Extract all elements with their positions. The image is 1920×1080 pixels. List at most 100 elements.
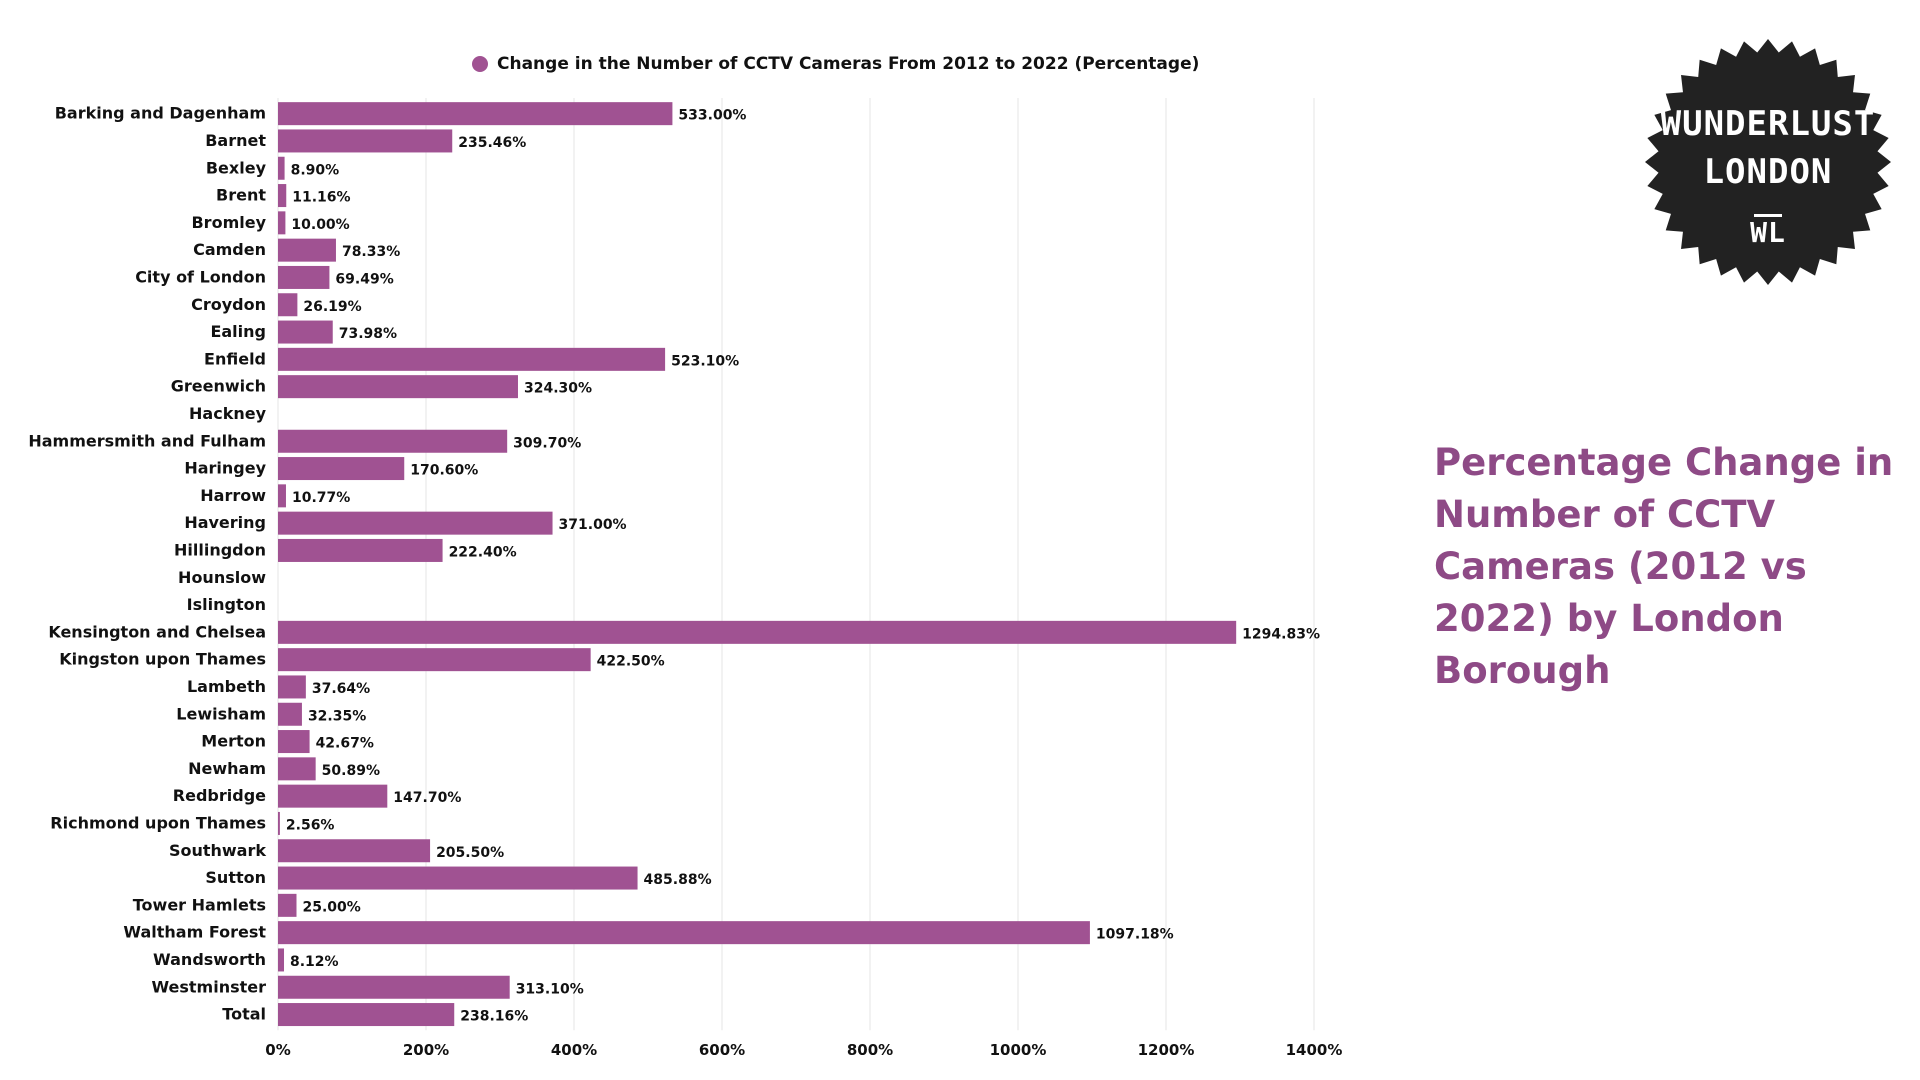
category-label: Hillingdon xyxy=(174,540,266,559)
data-label: 10.77% xyxy=(292,490,350,506)
category-label: Hammersmith and Fulham xyxy=(28,431,266,450)
bar xyxy=(278,293,298,317)
data-label: 73.98% xyxy=(339,326,397,342)
data-label: 37.64% xyxy=(312,681,370,697)
data-label: 222.40% xyxy=(449,544,517,560)
data-label: 8.12% xyxy=(290,954,339,970)
bar xyxy=(278,347,666,371)
bar xyxy=(278,730,310,754)
data-label: 11.16% xyxy=(292,190,350,206)
bar xyxy=(278,511,553,535)
bar xyxy=(278,757,316,781)
category-label: Kensington and Chelsea xyxy=(48,622,266,641)
category-label: Waltham Forest xyxy=(123,923,266,942)
data-label: 523.10% xyxy=(671,353,739,369)
category-label: Wandsworth xyxy=(153,950,266,969)
bar xyxy=(278,648,591,672)
x-tick-label: 600% xyxy=(699,1041,745,1059)
data-label: 309.70% xyxy=(513,435,581,451)
category-label: Lambeth xyxy=(187,677,266,696)
chart-legend: Change in the Number of CCTV Cameras Fro… xyxy=(472,54,1199,74)
data-label: 78.33% xyxy=(342,244,400,260)
bar xyxy=(278,675,306,699)
logo-rule xyxy=(1754,214,1782,217)
data-label: 485.88% xyxy=(644,872,712,888)
data-label: 371.00% xyxy=(559,517,627,533)
data-label: 26.19% xyxy=(303,299,361,315)
x-tick-label: 400% xyxy=(551,1041,597,1059)
category-label: Hackney xyxy=(189,404,267,423)
legend-label: Change in the Number of CCTV Cameras Fro… xyxy=(497,54,1200,74)
data-label: 32.35% xyxy=(308,708,366,724)
category-label: Hounslow xyxy=(178,568,266,587)
category-label: Westminster xyxy=(151,977,266,996)
bar xyxy=(278,102,673,126)
category-label: Sutton xyxy=(205,868,266,887)
x-tick-label: 200% xyxy=(403,1041,449,1059)
data-label: 10.00% xyxy=(291,217,349,233)
category-label: Merton xyxy=(201,732,266,751)
bar xyxy=(278,620,1237,644)
bar xyxy=(278,811,280,835)
category-label: Bromley xyxy=(191,213,266,232)
bar xyxy=(278,429,508,453)
bar xyxy=(278,484,286,508)
category-label: Islington xyxy=(187,595,266,614)
category-label: Brent xyxy=(216,186,266,205)
category-label: City of London xyxy=(135,267,266,286)
bar xyxy=(278,784,388,808)
logo-line-1: WUNDERLUST xyxy=(1660,104,1876,144)
bar xyxy=(278,211,286,235)
badge-shape xyxy=(1645,39,1891,285)
category-label: Southwark xyxy=(169,841,266,860)
bar xyxy=(278,184,287,208)
x-tick-label: 0% xyxy=(265,1041,290,1059)
category-label: Total xyxy=(222,1005,266,1024)
category-label: Newham xyxy=(188,759,266,778)
bar xyxy=(278,975,510,999)
bar xyxy=(278,265,330,289)
data-label: 533.00% xyxy=(678,108,746,124)
bar xyxy=(278,538,443,562)
x-tick-label: 1200% xyxy=(1138,1041,1195,1059)
data-label: 25.00% xyxy=(303,899,361,915)
bar xyxy=(278,375,518,399)
bar xyxy=(278,893,297,917)
data-label: 69.49% xyxy=(335,271,393,287)
bar xyxy=(278,156,285,180)
data-label: 170.60% xyxy=(410,463,478,479)
bar xyxy=(278,457,405,481)
bar xyxy=(278,1003,455,1027)
bar xyxy=(278,948,285,972)
data-label: 324.30% xyxy=(524,381,592,397)
category-label: Bexley xyxy=(206,158,267,177)
bar xyxy=(278,921,1090,945)
category-label: Barking and Dagenham xyxy=(55,104,266,123)
data-label: 1294.83% xyxy=(1242,626,1320,642)
category-label: Havering xyxy=(184,513,266,532)
x-tick-label: 1000% xyxy=(990,1041,1047,1059)
category-label: Lewisham xyxy=(176,704,266,723)
category-label: Kingston upon Thames xyxy=(59,650,266,669)
category-label: Croydon xyxy=(191,295,266,314)
badge-seal-icon xyxy=(1645,39,1891,285)
bar xyxy=(278,238,336,262)
bar xyxy=(278,129,453,153)
page-title: Percentage Change in Number of CCTV Came… xyxy=(1434,441,1894,692)
logo-line-2: LONDON xyxy=(1703,152,1833,192)
brand-logo: WUNDERLUST LONDON WL xyxy=(1644,38,1892,290)
bar xyxy=(278,702,302,726)
data-label: 2.56% xyxy=(286,817,335,833)
data-label: 205.50% xyxy=(436,845,504,861)
data-label: 313.10% xyxy=(516,981,584,997)
category-label: Barnet xyxy=(205,131,266,150)
x-tick-label: 800% xyxy=(847,1041,893,1059)
data-label: 238.16% xyxy=(460,1009,528,1025)
bar xyxy=(278,839,431,863)
category-label: Harrow xyxy=(200,486,266,505)
category-label: Enfield xyxy=(204,349,266,368)
data-label: 8.90% xyxy=(291,162,340,178)
data-label: 147.70% xyxy=(393,790,461,806)
